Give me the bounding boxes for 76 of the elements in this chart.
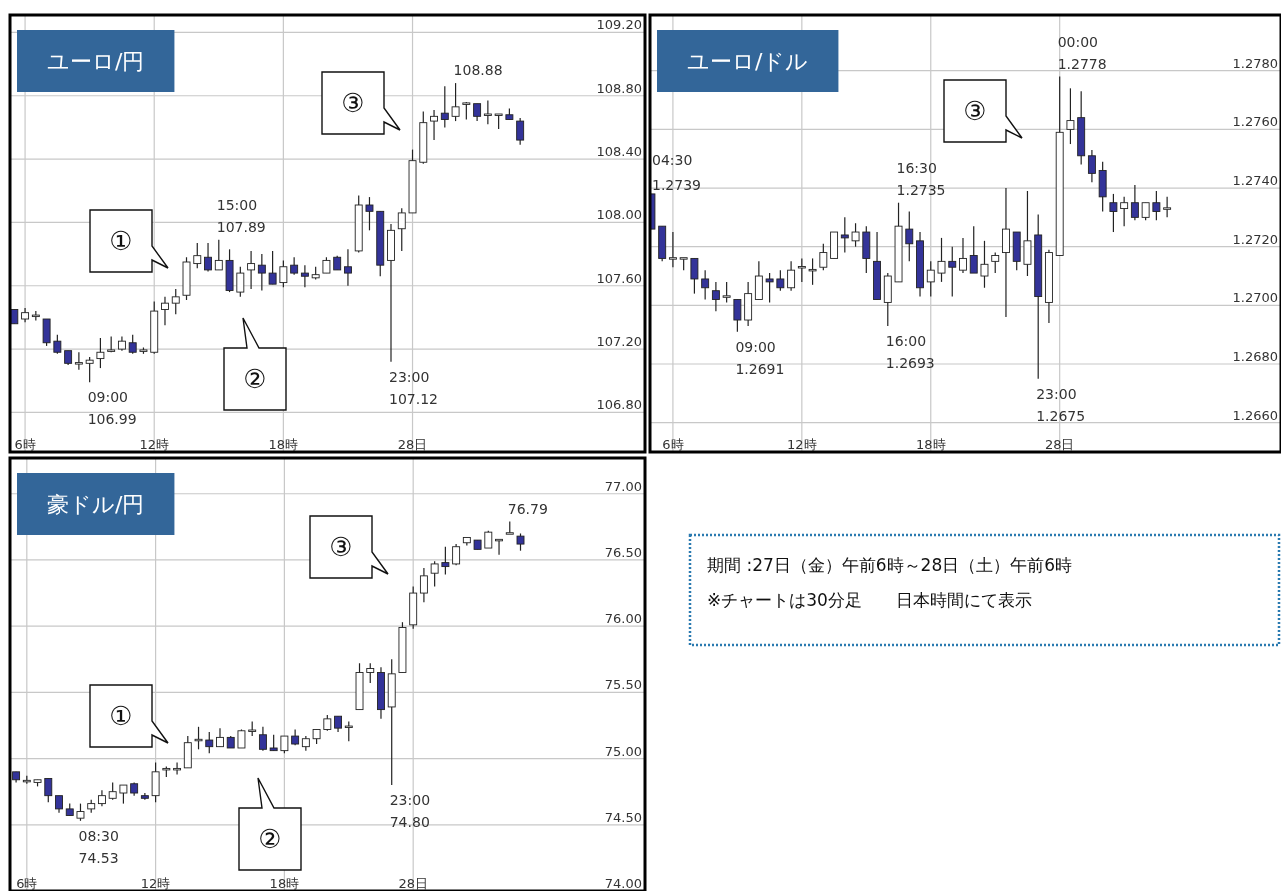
title: ユーロ/円	[17, 30, 175, 92]
y-tick-label: 1.2680	[1232, 349, 1278, 365]
y-tick-label: 107.20	[596, 334, 642, 350]
annotation: 15:00	[216, 196, 258, 213]
y-tick-label: 1.2720	[1232, 231, 1278, 247]
y-tick-label: 1.2760	[1232, 114, 1278, 130]
annotation: 76.79	[507, 500, 548, 517]
y-tick-label: 76.50	[604, 544, 642, 560]
y-tick-label: 75.50	[604, 677, 642, 693]
annotation: 1.2735	[896, 181, 946, 198]
annotation: 74.53	[78, 849, 119, 866]
callout: ①	[89, 209, 169, 273]
callout: ③	[321, 71, 401, 135]
annotation: 04:30	[652, 152, 693, 168]
y-tick-label: 108.40	[596, 144, 642, 160]
annotation: 23:00	[389, 792, 431, 809]
annotation: 108.88	[453, 62, 503, 79]
annotation: 09:00	[87, 389, 128, 406]
x-tick-label: 12時	[139, 437, 169, 452]
callout: ③	[309, 515, 389, 579]
annotation: ②	[258, 824, 282, 854]
callout: ①	[89, 684, 169, 748]
annotation: ③	[329, 532, 353, 562]
x-tick-label: 12時	[140, 876, 171, 891]
text: ※チャートは30分足 日本時間にて表示	[707, 590, 1032, 610]
y-tick-label: 106.80	[596, 397, 642, 413]
y-tick-label: 77.00	[604, 478, 642, 494]
callout: ②	[238, 777, 302, 871]
callout: ②	[223, 317, 287, 411]
y-tick-label: 108.80	[596, 80, 642, 96]
x-tick-label: 18時	[915, 437, 946, 452]
y-tick-label: 1.2740	[1232, 173, 1278, 189]
annotation: ①	[109, 701, 133, 731]
x-tick-label: 6時	[14, 437, 36, 452]
x-tick-label: 18時	[268, 437, 299, 452]
annotation: 08:30	[78, 827, 119, 844]
annotation: ③	[341, 88, 365, 118]
x-tick-label: 18時	[269, 876, 300, 891]
text: 期間 :27日（金）午前6時～28日（土）午前6時	[707, 555, 1073, 575]
x-tick-label: 28日	[1044, 437, 1075, 452]
x-tick-label: 6時	[16, 876, 38, 891]
x-tick-label: 28日	[397, 437, 428, 452]
annotation: 1.2739	[652, 177, 701, 193]
y-tick-label: 74.00	[604, 876, 642, 891]
x-tick-label: 6時	[662, 437, 684, 452]
y-tick-label: 108.00	[596, 207, 642, 223]
y-tick-label: 75.00	[604, 743, 642, 759]
y-tick-label: 1.2780	[1232, 55, 1278, 71]
annotation: 09:00	[735, 338, 776, 355]
annotation: 107.89	[216, 218, 266, 235]
y-tick-label: 1.2660	[1232, 407, 1278, 423]
x-tick-label: 12時	[787, 437, 817, 452]
y-tick-label: 74.50	[604, 809, 642, 825]
y-tick-label: 1.2700	[1232, 290, 1278, 306]
y-tick-label: 107.60	[596, 270, 642, 286]
annotation: ①	[109, 226, 133, 256]
annotation: 23:00	[389, 368, 430, 385]
annotation: 1.2778	[1057, 55, 1107, 72]
x-tick-label: 28日	[398, 876, 428, 891]
annotation: 1.2693	[885, 354, 935, 371]
y-tick-label: 109.20	[596, 17, 642, 33]
annotation: 00:00	[1057, 33, 1099, 50]
annotation: 74.80	[389, 814, 430, 831]
annotation: 16:00	[885, 332, 927, 349]
annotation: ②	[243, 364, 267, 394]
callout: ③	[943, 79, 1023, 143]
y-tick-label: 76.00	[604, 611, 642, 627]
annotation: 23:00	[1036, 385, 1077, 402]
title: ユーロ/ドル	[657, 30, 839, 92]
annotation: 107.12	[389, 390, 438, 407]
title: 豪ドル/円	[17, 473, 175, 535]
annotation: 106.99	[87, 411, 137, 428]
annotation: 1.2691	[735, 360, 785, 377]
annotation: 16:30	[896, 159, 937, 176]
annotation: 1.2675	[1036, 407, 1086, 424]
annotation: ③	[963, 96, 987, 126]
